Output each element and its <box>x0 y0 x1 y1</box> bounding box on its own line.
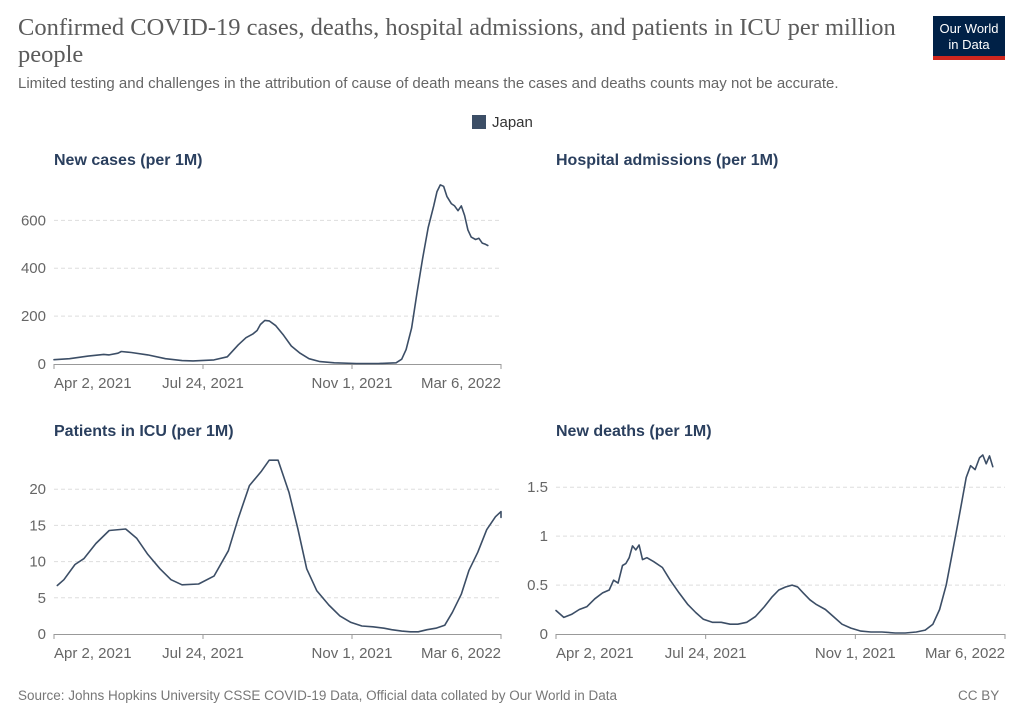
icu-y-tick-label-0: 0 <box>38 626 46 643</box>
panel-title-new-deaths: New deaths (per 1M) <box>556 423 712 440</box>
icu-x-tick-label-2: Nov 1, 2021 <box>312 645 393 662</box>
new-deaths-x-tick-label-1: Jul 24, 2021 <box>665 645 747 662</box>
legend-label-japan: Japan <box>492 114 533 131</box>
new-deaths-x-tick-label-2: Nov 1, 2021 <box>815 645 896 662</box>
legend[interactable]: Japan <box>472 114 533 131</box>
new-cases-x-tick-label-0: Apr 2, 2021 <box>54 375 132 392</box>
chart-title: Confirmed COVID-19 cases, deaths, hospit… <box>18 14 896 68</box>
logo-accent-bar <box>933 56 1005 60</box>
panel-title-icu: Patients in ICU (per 1M) <box>54 423 234 440</box>
new-cases-x-tick-label-2: Nov 1, 2021 <box>312 375 393 392</box>
new-deaths-y-tick-label-3: 1.5 <box>527 479 548 496</box>
chart-subtitle: Limited testing and challenges in the at… <box>18 75 839 92</box>
icu-x-tick-label-0: Apr 2, 2021 <box>54 645 132 662</box>
source-note: Source: Johns Hopkins University CSSE CO… <box>18 688 618 703</box>
icu-y-tick-label-1: 5 <box>38 590 46 607</box>
owid-logo[interactable]: Our World in Data <box>933 16 1005 60</box>
new-cases-y-tick-label-3: 600 <box>21 212 46 229</box>
icu-series-line-0 <box>56 459 502 633</box>
license-link[interactable]: CC BY <box>958 688 1000 703</box>
new-cases-y-tick-label-0: 0 <box>38 356 46 373</box>
logo-text-line2: in Data <box>948 37 990 52</box>
new-deaths-y-tick-label-1: 0.5 <box>527 577 548 594</box>
new-cases-series-line-0 <box>53 184 489 365</box>
new-cases-x-tick-label-3: Mar 6, 2022 <box>421 375 501 392</box>
new-deaths-x-tick-label-0: Apr 2, 2021 <box>556 645 634 662</box>
legend-swatch-japan <box>472 115 486 129</box>
logo-text-line1: Our World <box>939 21 999 36</box>
new-deaths-x-tick-label-3: Mar 6, 2022 <box>925 645 1005 662</box>
panel-title-new-cases: New cases (per 1M) <box>54 152 203 169</box>
icu-x-tick-label-1: Jul 24, 2021 <box>162 645 244 662</box>
new-deaths-y-tick-label-0: 0 <box>540 626 548 643</box>
icu-y-tick-label-3: 15 <box>29 517 46 534</box>
panel-title-hospital-admissions: Hospital admissions (per 1M) <box>556 152 779 169</box>
new-deaths-y-tick-label-2: 1 <box>540 528 548 545</box>
new-cases-y-tick-label-2: 400 <box>21 260 46 277</box>
icu-x-tick-label-3: Mar 6, 2022 <box>421 645 501 662</box>
icu-y-tick-label-2: 10 <box>29 554 46 571</box>
icu-y-tick-label-4: 20 <box>29 481 46 498</box>
new-cases-y-tick-label-1: 200 <box>21 308 46 325</box>
new-deaths-series-line-0 <box>555 454 994 634</box>
new-cases-x-tick-label-1: Jul 24, 2021 <box>162 375 244 392</box>
